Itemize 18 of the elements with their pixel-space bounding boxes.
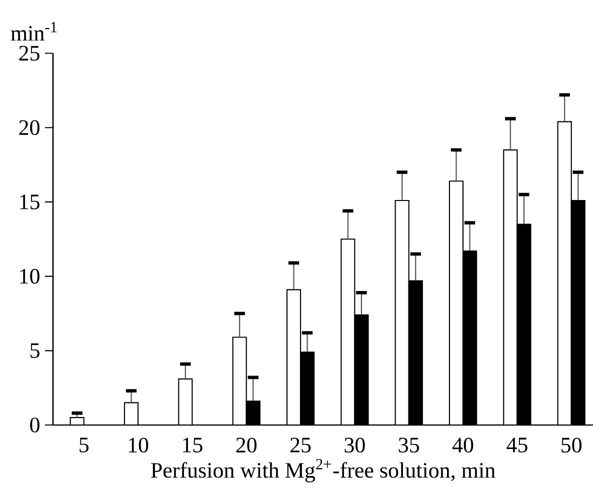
y-tick-label: 5 (30, 343, 40, 358)
x-tick-label: 50 (562, 438, 582, 453)
x-tick-label: 15 (183, 438, 202, 452)
x-tick-label: 20 (236, 438, 257, 453)
x-axis-title: Perfusion with Mg$^{2+}$-free solution, min (151, 459, 496, 482)
x-tick-label: 10 (128, 438, 148, 453)
x-tick-label: 45 (506, 438, 528, 452)
y-tick-label: 10 (20, 268, 40, 284)
x-tick-label: 25 (290, 438, 311, 452)
x-tick-label: 40 (452, 438, 474, 453)
y-tick-label: 0 (30, 418, 40, 432)
y-axis-title: min$^{-1}$ (10, 22, 57, 41)
y-tick-label: 20 (19, 120, 40, 136)
y-tick-label: 25 (19, 46, 40, 61)
y-tick-label: 15 (20, 194, 40, 210)
x-tick-label: 5 (80, 438, 89, 452)
x-tick-label: 35 (398, 438, 419, 452)
x-tick-label: 30 (344, 438, 365, 453)
